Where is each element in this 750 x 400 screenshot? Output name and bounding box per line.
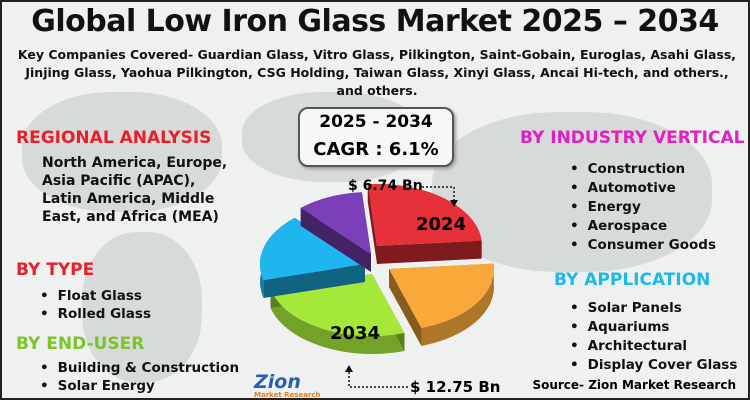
pie-slice-edge: [263, 217, 365, 299]
list-item: Rolled Glass: [40, 305, 151, 323]
pie-slice-0: [367, 184, 482, 246]
label-2024: 2024: [416, 214, 467, 235]
list-item: Construction: [570, 160, 716, 179]
list-item: Float Glass: [40, 287, 151, 305]
label-2034: 2034: [330, 323, 381, 344]
list-item: Energy: [570, 198, 716, 217]
subtitle: Key Companies Covered- Guardian Glass, V…: [17, 47, 737, 98]
page-title: Global Low Iron Glass Market 2025 – 2034: [31, 4, 719, 39]
pie-slice-4: [300, 192, 371, 254]
list-item: Aquariums: [570, 318, 737, 337]
industry-list: Construction Automotive Energy Aerospace…: [570, 160, 716, 255]
list-item: Display Cover Glass: [570, 356, 738, 375]
application-list: Solar Panels Aquariums Architectural Dis…: [570, 299, 738, 375]
pie-slice-3: [260, 217, 365, 281]
list-item: Automotive: [570, 179, 716, 198]
list-item: Building & Construction: [40, 359, 239, 377]
list-item: Architectural: [570, 337, 737, 356]
application-heading: BY APPLICATION: [554, 270, 711, 290]
map-shape: [22, 92, 222, 212]
pie-slice-1: [389, 263, 494, 328]
type-heading: BY TYPE: [16, 260, 95, 280]
cagr-period: 2025 - 2034: [319, 112, 433, 132]
end-user-heading: BY END-USER: [16, 334, 145, 354]
list-item: Aerospace: [570, 217, 716, 236]
end-user-list: Building & Construction Solar Energy: [40, 359, 239, 395]
pie-slice-edge: [367, 184, 482, 264]
pie-slice-edge: [300, 192, 371, 272]
list-item: Solar Panels: [570, 299, 737, 318]
cagr-value: CAGR : 6.1%: [313, 139, 439, 160]
cagr-box: 2025 - 2034 CAGR : 6.1%: [298, 107, 454, 167]
leader-2034: [348, 372, 410, 388]
value-2034: $ 12.75 Bn: [410, 378, 501, 396]
leader-2024: [422, 186, 455, 202]
regional-heading: REGIONAL ANALYSIS: [16, 128, 212, 148]
zion-logo: Zion Market Research: [254, 371, 321, 399]
pie-slice-side: [270, 290, 405, 355]
list-item: Consumer Goods: [570, 236, 716, 255]
list-item: Solar Energy: [40, 377, 239, 395]
value-2024: $ 6.74 Bn: [348, 178, 423, 194]
arrow-2034-icon: [345, 365, 353, 372]
source-text: Source- Zion Market Research: [532, 378, 736, 392]
regional-text: North America, Europe, Asia Pacific (APA…: [42, 155, 228, 225]
arrow-2024-icon: [450, 200, 458, 207]
industry-heading: BY INDUSTRY VERTICAL: [520, 128, 745, 148]
type-list: Float Glass Rolled Glass: [40, 287, 151, 323]
pie-slice-side: [421, 263, 494, 346]
